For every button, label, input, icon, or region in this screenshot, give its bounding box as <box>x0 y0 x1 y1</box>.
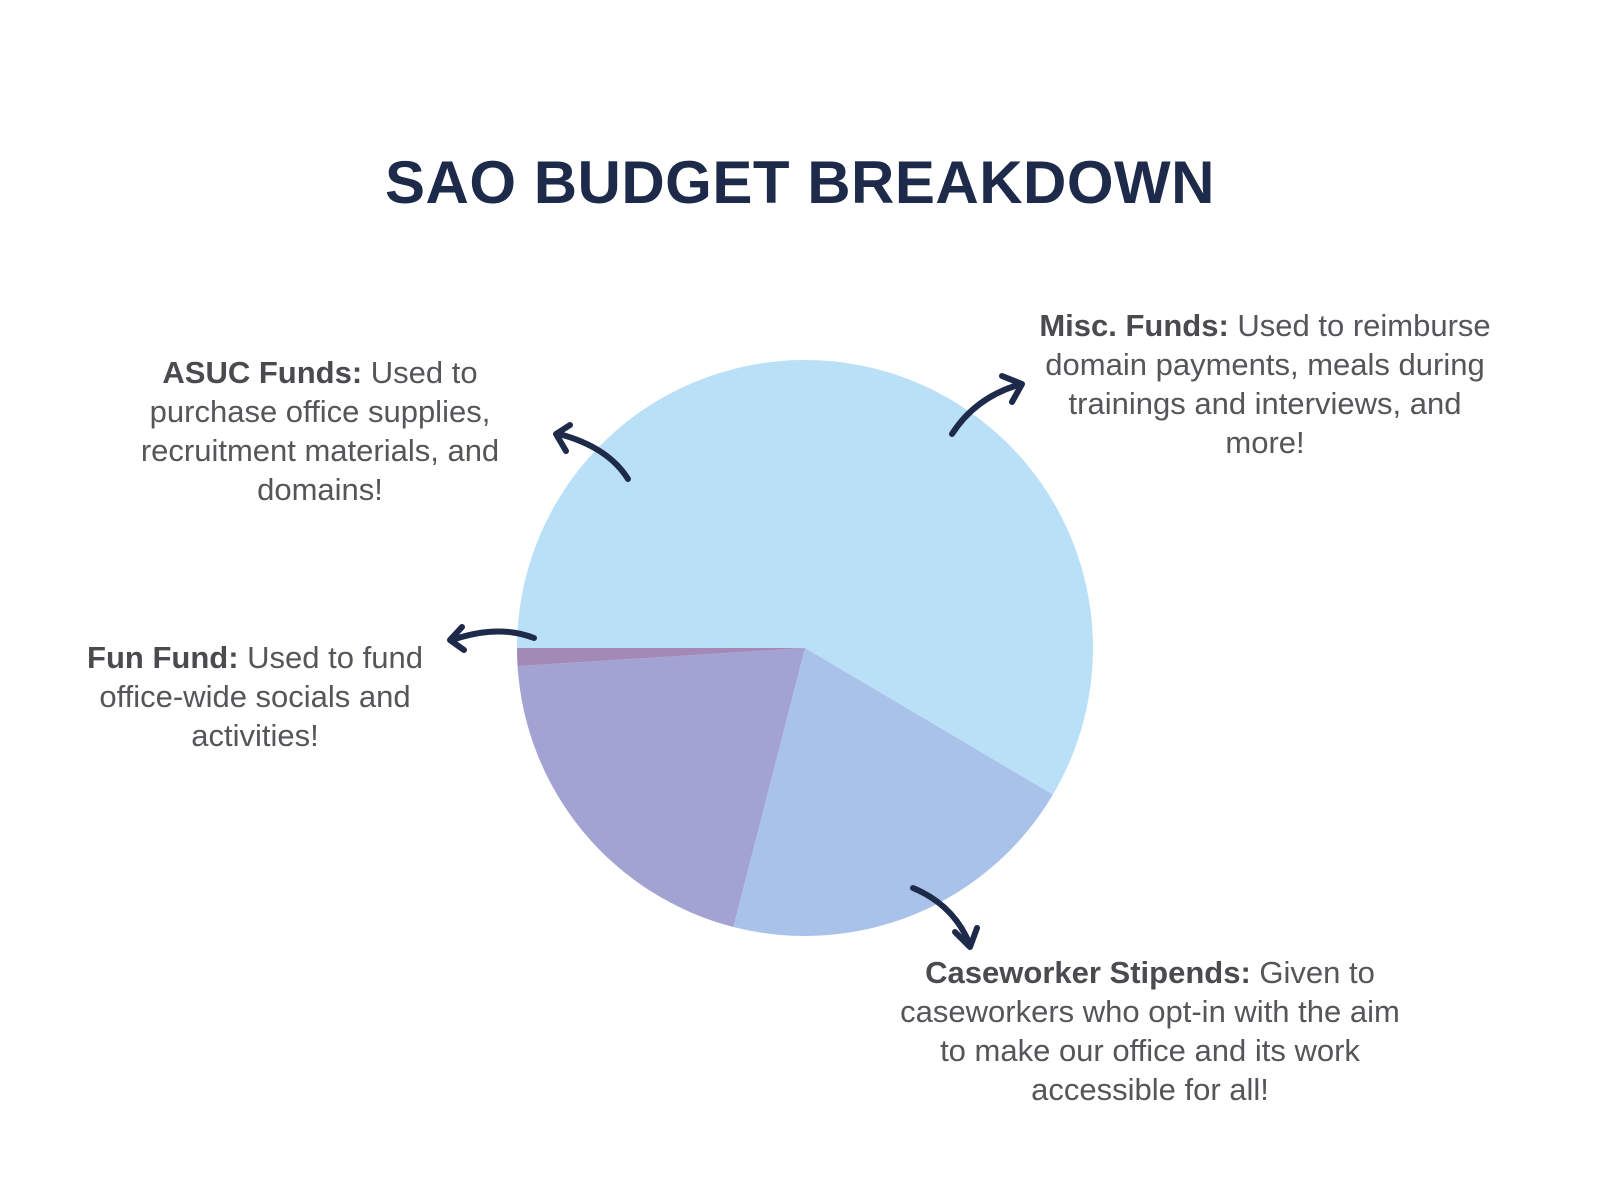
note-misc-funds: Misc. Funds: Used to reimburse domain pa… <box>1030 306 1500 462</box>
note-misc-label: Misc. Funds: <box>1039 308 1229 343</box>
note-caseworker-stipends: Caseworker Stipends: Given to caseworker… <box>900 953 1400 1109</box>
arrow-asuc-icon <box>553 422 631 482</box>
pie-slice-caseworker-stipends <box>517 359 1093 795</box>
note-asuc-label: ASUC Funds: <box>162 355 363 390</box>
note-fun-fund: Fun Fund: Used to fund office-wide socia… <box>60 638 450 755</box>
pie-slices <box>517 359 1093 937</box>
arrow-caseworker-icon <box>910 885 980 950</box>
note-asuc-funds: ASUC Funds: Used to purchase office supp… <box>100 353 540 509</box>
pointer-arrows <box>447 373 1025 950</box>
note-fun-text: Used to fund office-wide socials and act… <box>99 640 423 753</box>
arrow-misc-icon <box>949 373 1025 437</box>
pie-slice-misc-funds <box>733 648 1053 937</box>
chart-title: SAO BUDGET BREAKDOWN <box>385 149 1215 216</box>
note-asuc-text: Used to purchase office supplies, recrui… <box>140 355 500 507</box>
note-misc-text: Used to reimburse domain payments, meals… <box>1045 308 1491 460</box>
arrow-fun-icon <box>447 624 537 653</box>
note-caseworker-label: Caseworker Stipends: <box>925 955 1251 990</box>
pie-slice-asuc-funds <box>517 648 805 927</box>
pie-slice-fun-fund <box>517 648 805 667</box>
note-fun-label: Fun Fund: <box>87 640 239 675</box>
note-caseworker-text: Given to caseworkers who opt-in with the… <box>900 955 1400 1107</box>
